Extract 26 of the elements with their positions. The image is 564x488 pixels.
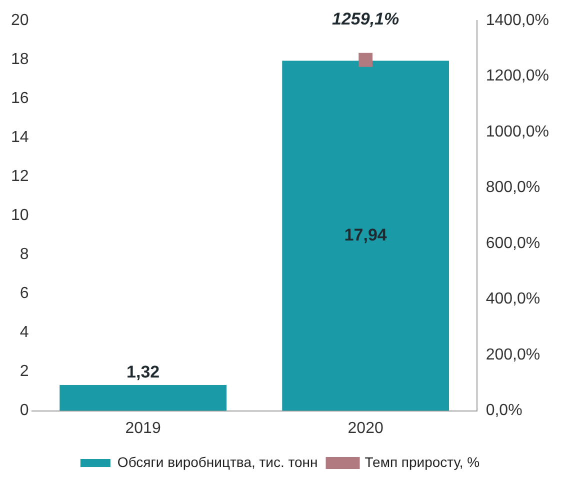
y-tick-label: 20 (11, 12, 29, 30)
y-tick-label: 16 (11, 90, 29, 108)
legend-label: Темп приросту, % (364, 454, 480, 470)
y-tick-label: 2 (20, 363, 29, 380)
y-tick-label: 18 (11, 51, 29, 68)
y-tick-label: 4 (20, 324, 29, 342)
y-tick-label: 14 (11, 129, 29, 146)
y-tick-label: 10 (11, 207, 29, 224)
y2-tick-label: 0,0% (486, 402, 522, 420)
y2-tick-label: 1200,0% (486, 68, 550, 85)
x-tick-label: 2020 (348, 420, 384, 437)
y2-tick-label: 600,0% (486, 234, 540, 252)
y2-tick-label: 400,0% (486, 290, 540, 308)
y-tick-label: 0 (20, 402, 29, 420)
data-label: 1259,1% (332, 10, 400, 29)
legend-label: Обсяги виробництва, тис. тонн (117, 454, 318, 470)
y2-tick-label: 200,0% (486, 346, 540, 364)
y2-tick-label: 1400,0% (486, 12, 550, 30)
y-tick-label: 12 (11, 168, 29, 186)
y2-tick-label: 800,0% (486, 179, 540, 196)
data-label: 1,32 (126, 362, 160, 382)
y-tick-label: 6 (20, 285, 29, 302)
y-tick-label: 8 (20, 246, 29, 264)
x-tick-label: 2019 (125, 420, 161, 437)
y2-tick-label: 1000,0% (486, 123, 550, 140)
data-label: 17,94 (344, 225, 388, 244)
